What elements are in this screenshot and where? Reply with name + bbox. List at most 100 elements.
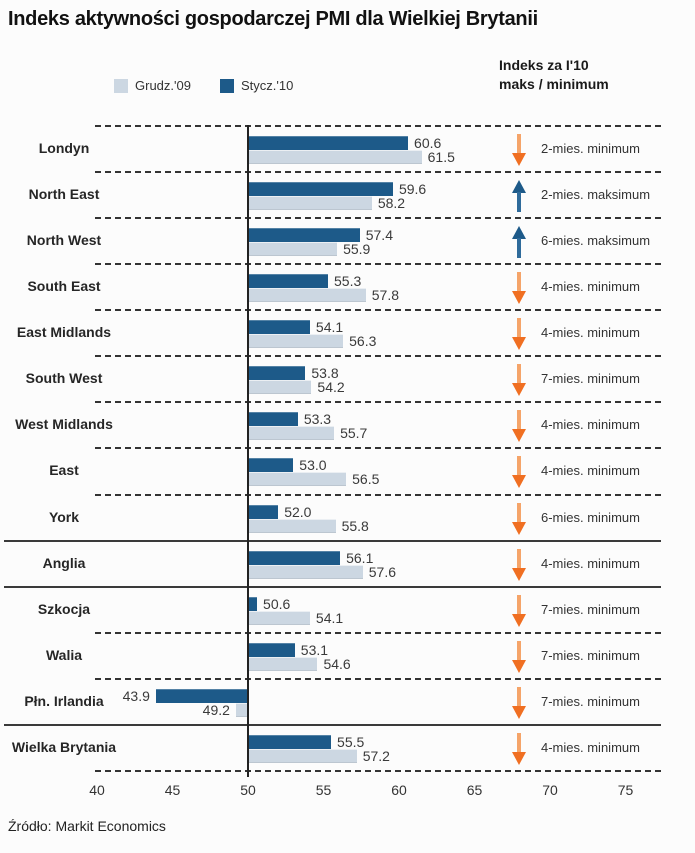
row-separator bbox=[4, 585, 661, 588]
region-label: West Midlands bbox=[15, 416, 113, 433]
bar-dark bbox=[248, 458, 294, 473]
x-axis-tick-label: 70 bbox=[542, 782, 558, 798]
bar-light bbox=[248, 748, 357, 763]
annotations-header-line2: maks / minimum bbox=[499, 76, 609, 92]
bar-value-label: 55.8 bbox=[341, 517, 369, 534]
x-axis-tick-label: 65 bbox=[466, 782, 483, 798]
trend-note: 7-mies. minimum bbox=[541, 693, 640, 709]
annotations-header: Indeks za I'10 maks / minimum bbox=[499, 56, 609, 94]
bar-value-label: 59.6 bbox=[398, 181, 427, 198]
bar-value-label: 57.2 bbox=[362, 747, 390, 764]
x-axis-tick-label: 60 bbox=[391, 782, 407, 798]
region-label: Płn. Irlandia bbox=[24, 692, 104, 709]
bar-dark bbox=[248, 550, 341, 565]
trend-note: 4-mies. minimum bbox=[541, 463, 640, 479]
row-separator bbox=[95, 309, 661, 312]
bar-dark bbox=[248, 596, 258, 611]
bar-value-label: 53.8 bbox=[311, 365, 339, 382]
x-axis-tick-label: 50 bbox=[240, 782, 256, 798]
row-separator bbox=[95, 171, 661, 174]
trend-note: 2-mies. maksimum bbox=[541, 187, 651, 203]
x-axis-tick-label: 40 bbox=[89, 782, 105, 798]
bar-light bbox=[235, 702, 248, 717]
annotations-header-line1: Indeks za I'10 bbox=[499, 57, 589, 73]
trend-down-arrow-icon bbox=[511, 594, 527, 628]
bar-dark bbox=[248, 274, 329, 289]
chart-title: Indeks aktywności gospodarczej PMI dla W… bbox=[8, 8, 538, 30]
bar-light bbox=[248, 150, 422, 164]
trend-note: 6-mies. minimum bbox=[541, 509, 640, 525]
bar-light bbox=[248, 334, 344, 349]
trend-note: 4-mies. minimum bbox=[541, 417, 640, 433]
bar-value-label: 54.6 bbox=[323, 655, 351, 672]
bar-value-label: 53.1 bbox=[300, 641, 329, 658]
region-label: Szkocja bbox=[37, 600, 91, 617]
trend-note: 7-mies. minimum bbox=[541, 601, 640, 617]
region-label: East Midlands bbox=[16, 324, 112, 341]
bar-dark bbox=[248, 182, 393, 197]
trend-note: 4-mies. minimum bbox=[541, 279, 640, 295]
trend-down-arrow-icon bbox=[511, 317, 527, 351]
legend-label-stycz10: Stycz.'10 bbox=[240, 78, 294, 93]
trend-down-arrow-icon bbox=[511, 363, 527, 397]
trend-up-arrow-icon bbox=[511, 179, 527, 213]
bar-light bbox=[248, 472, 347, 487]
bar-light bbox=[248, 518, 336, 533]
bar-dark bbox=[248, 228, 360, 243]
bar-value-label: 60.6 bbox=[414, 135, 442, 151]
region-label: North East bbox=[28, 186, 100, 203]
bar-value-label: 50.6 bbox=[263, 595, 291, 612]
bar-value-label: 56.3 bbox=[349, 333, 377, 350]
bar-dark bbox=[248, 734, 332, 749]
bar-value-label: 49.2 bbox=[202, 701, 230, 718]
region-label: Walia bbox=[45, 646, 83, 663]
bar-value-label: 53.3 bbox=[303, 411, 332, 428]
region-label: Anglia bbox=[42, 554, 86, 571]
region-label: Wielka Brytania bbox=[11, 738, 117, 755]
bar-value-label: 55.5 bbox=[337, 733, 365, 750]
bar-value-label: 61.5 bbox=[427, 149, 455, 165]
bar-value-label: 54.2 bbox=[317, 379, 345, 396]
bar-value-label: 54.1 bbox=[315, 609, 344, 626]
region-label: South West bbox=[25, 370, 103, 387]
bar-value-label: 52.0 bbox=[284, 503, 312, 520]
region-label: Londyn bbox=[38, 140, 90, 156]
bar-light bbox=[248, 564, 363, 579]
baseline-axis bbox=[247, 125, 249, 777]
bar-light bbox=[248, 610, 310, 625]
bar-dark bbox=[248, 136, 409, 150]
row-separator bbox=[95, 447, 661, 450]
row-separator bbox=[95, 355, 661, 358]
bar-dark bbox=[248, 366, 306, 381]
bar-dark bbox=[248, 412, 298, 427]
legend-swatch-stycz10-icon bbox=[219, 78, 234, 93]
trend-note: 7-mies. minimum bbox=[541, 371, 640, 387]
trend-note: 4-mies. minimum bbox=[541, 739, 640, 755]
trend-down-arrow-icon bbox=[511, 133, 527, 167]
region-label: East bbox=[49, 462, 79, 479]
bar-value-label: 57.4 bbox=[365, 227, 393, 244]
trend-down-arrow-icon bbox=[511, 455, 527, 489]
trend-down-arrow-icon bbox=[511, 271, 527, 305]
bar-dark bbox=[155, 688, 248, 703]
bar-value-label: 57.6 bbox=[368, 563, 396, 580]
bar-value-label: 55.9 bbox=[343, 241, 371, 258]
region-label: North West bbox=[26, 232, 102, 249]
bar-value-label: 55.7 bbox=[340, 425, 368, 442]
bar-light bbox=[248, 288, 366, 303]
trend-down-arrow-icon bbox=[511, 732, 527, 766]
bar-light bbox=[248, 380, 312, 395]
x-axis-tick-label: 75 bbox=[617, 782, 634, 798]
trend-note: 4-mies. minimum bbox=[541, 325, 640, 341]
trend-up-arrow-icon bbox=[511, 225, 527, 259]
trend-down-arrow-icon bbox=[511, 409, 527, 443]
row-separator bbox=[95, 263, 661, 266]
bar-value-label: 56.5 bbox=[352, 471, 380, 488]
trend-down-arrow-icon bbox=[511, 686, 527, 720]
row-separator bbox=[4, 723, 661, 726]
row-separator bbox=[95, 769, 661, 772]
trend-down-arrow-icon bbox=[511, 502, 527, 536]
bar-light bbox=[248, 242, 338, 257]
